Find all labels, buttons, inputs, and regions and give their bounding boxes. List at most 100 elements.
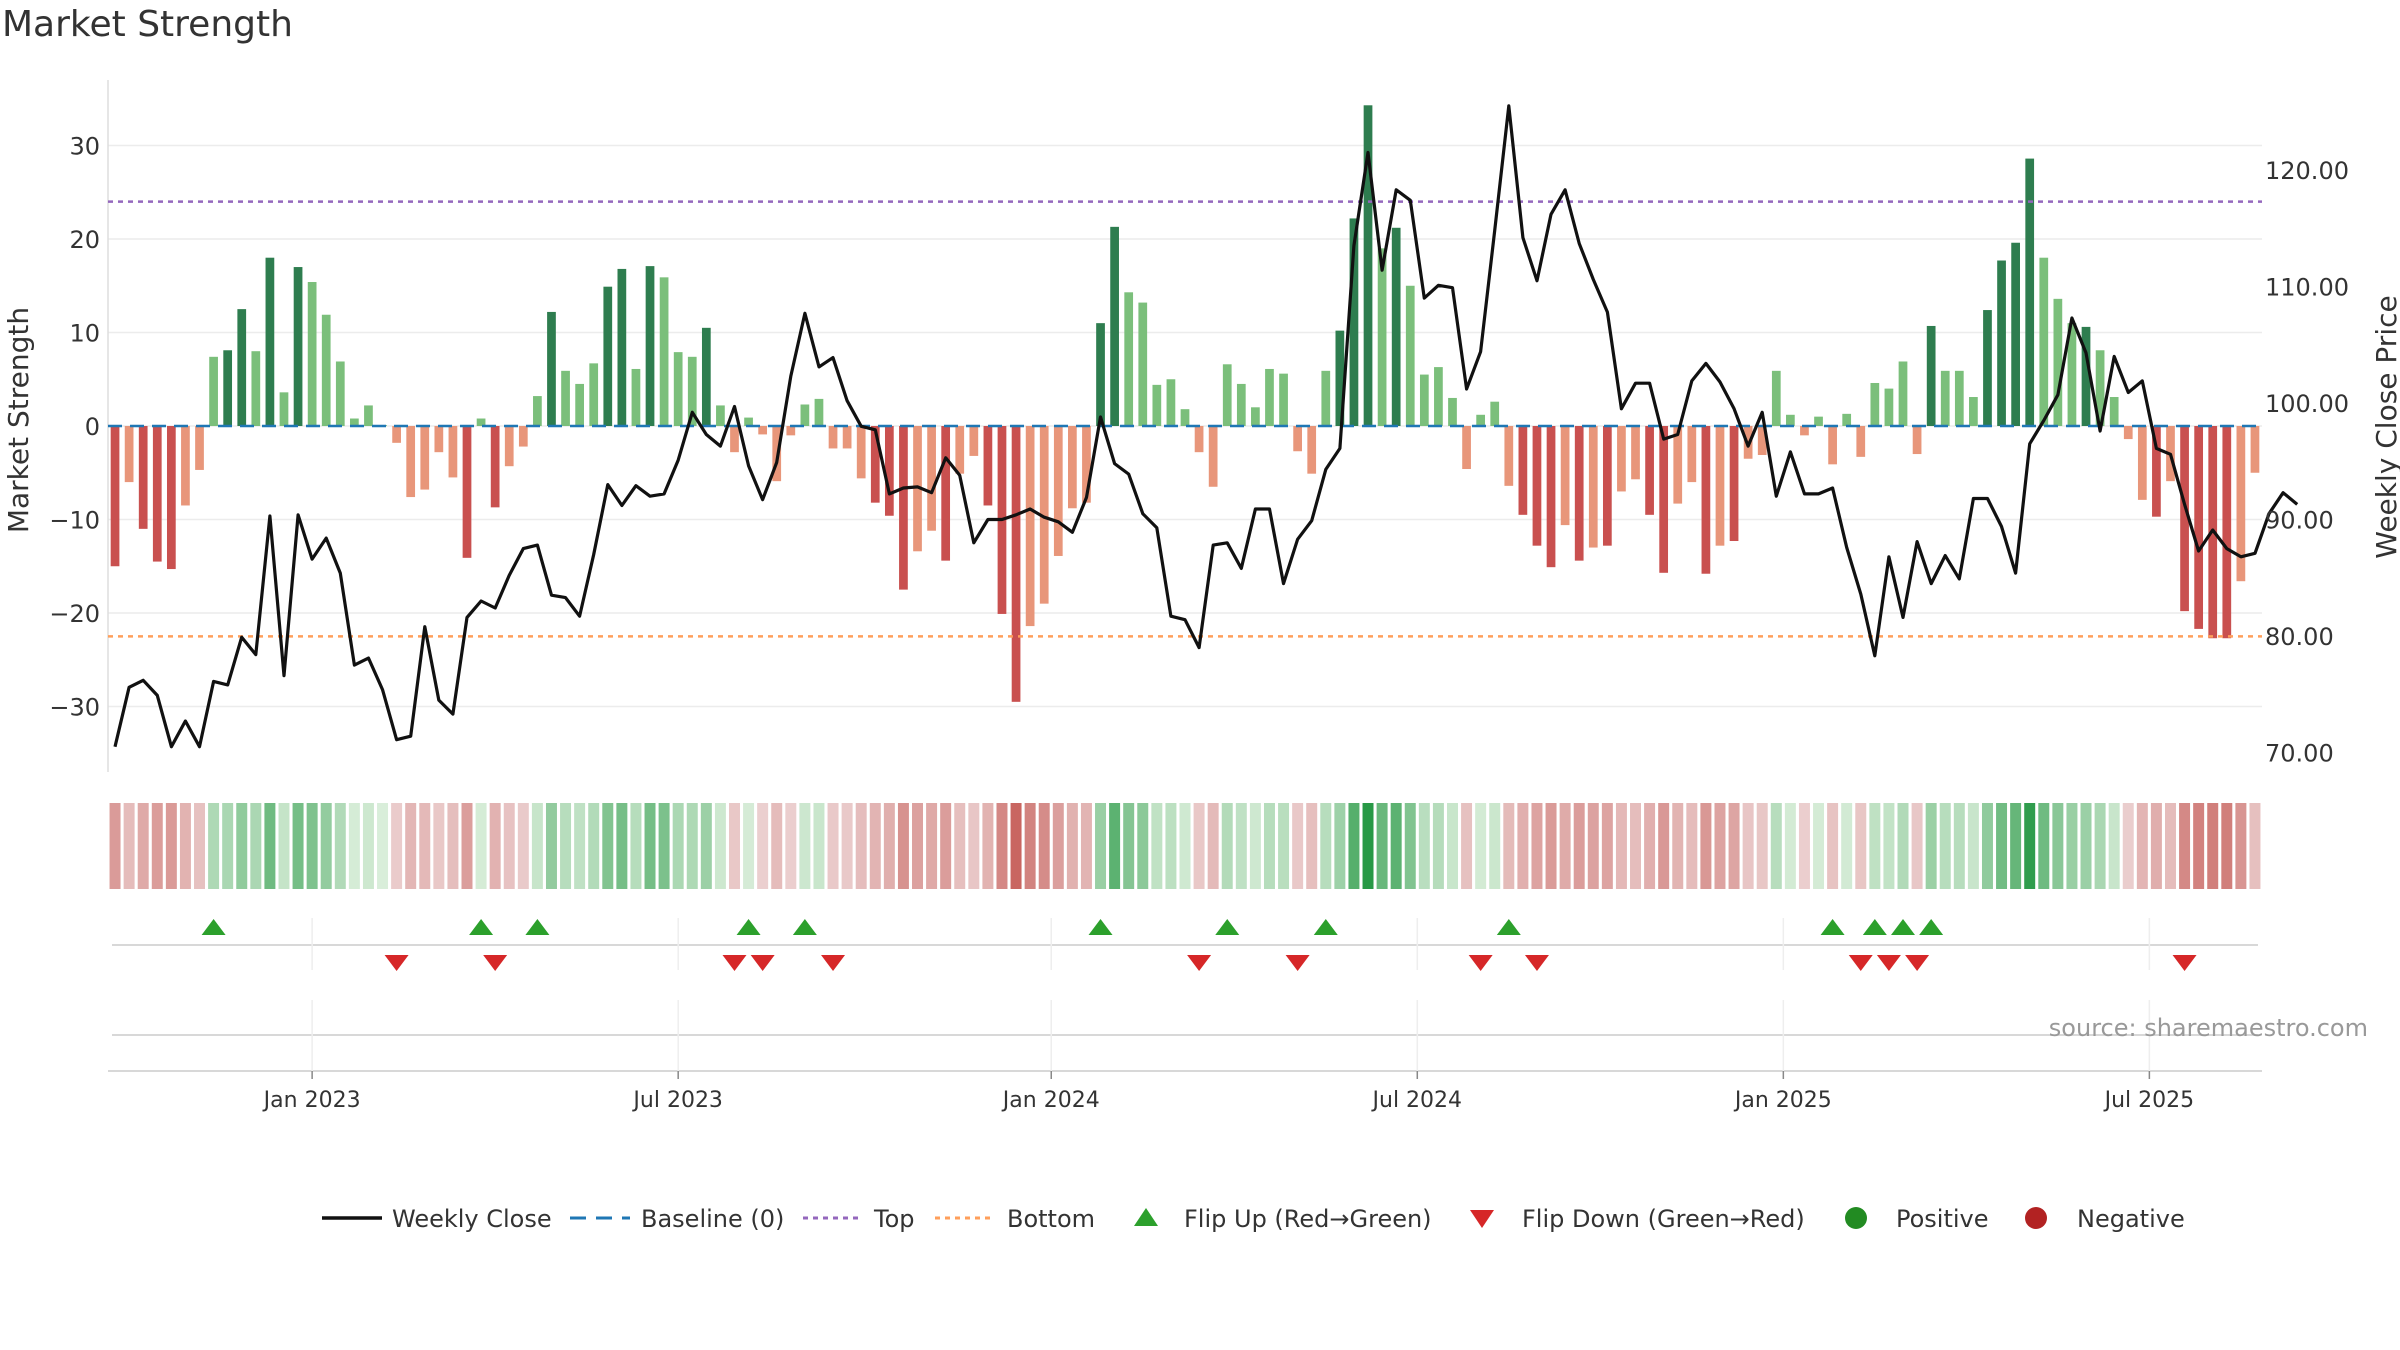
heat-cell xyxy=(222,803,234,889)
heat-cell xyxy=(2122,803,2134,889)
legend-top: Top xyxy=(803,1205,915,1233)
legend-flip-down: Flip Down (Green→Red) xyxy=(1470,1205,1805,1233)
heat-cell xyxy=(461,803,473,889)
strength-bar xyxy=(2236,426,2246,582)
strength-bar xyxy=(927,426,936,531)
legend-bottom: Bottom xyxy=(935,1205,1095,1233)
heat-cell xyxy=(1855,803,1867,889)
left-tick-label: −10 xyxy=(49,507,100,535)
strength-bar xyxy=(2081,326,2091,426)
heat-cell xyxy=(771,803,783,889)
strength-bar xyxy=(420,426,430,490)
strength-bar xyxy=(1321,370,1331,426)
heat-cell xyxy=(1615,803,1627,889)
heat-cell xyxy=(151,803,163,889)
strength-bar xyxy=(2067,323,2077,426)
heat-cell xyxy=(1320,803,1332,889)
flip-down-marker xyxy=(722,955,747,971)
flip-down-marker xyxy=(1187,955,1212,971)
strength-bar xyxy=(1926,325,1936,426)
strength-bar xyxy=(758,426,768,435)
strength-bar xyxy=(744,417,753,426)
heat-cell xyxy=(1235,803,1247,889)
heat-cell xyxy=(841,803,853,889)
right-tick-label: 110.00 xyxy=(2265,274,2349,302)
heat-cell xyxy=(1024,803,1036,889)
heat-cell xyxy=(630,803,642,889)
heat-cell xyxy=(1827,803,1839,889)
strength-bar xyxy=(181,426,190,506)
heat-cell xyxy=(1475,803,1487,889)
legend-label: Top xyxy=(873,1205,915,1233)
flip-down-marker xyxy=(821,955,846,971)
strength-bar xyxy=(1476,414,1486,426)
heat-cell xyxy=(1179,803,1191,889)
heat-cell xyxy=(785,803,797,889)
heat-cell xyxy=(926,803,938,889)
heat-cell xyxy=(2038,803,2050,889)
strength-bar xyxy=(251,351,261,426)
strength-bar xyxy=(1405,285,1415,426)
strength-bar xyxy=(1983,310,1992,426)
strength-bar xyxy=(561,370,570,426)
heat-cell xyxy=(1714,803,1726,889)
heat-cell xyxy=(799,803,811,889)
strength-bar xyxy=(955,426,965,474)
heat-cell xyxy=(644,803,656,889)
strength-bar xyxy=(1687,426,1697,483)
strength-bar xyxy=(1870,382,1880,426)
strength-bar xyxy=(1997,260,2006,426)
x-axis-ticks: Jan 2023 Jul 2023 Jan 2024 Jul 2024 Jan 2025… xyxy=(262,918,2194,1113)
heat-cell xyxy=(236,803,248,889)
heat-cell xyxy=(292,803,304,889)
heat-cell xyxy=(194,803,206,889)
heat-cell xyxy=(1461,803,1473,889)
strength-bar xyxy=(1448,397,1457,426)
strength-bar xyxy=(1490,401,1500,426)
heat-cell xyxy=(2249,803,2261,889)
heat-cell xyxy=(1686,803,1698,889)
strength-bar xyxy=(307,282,317,426)
right-tick-label: 80.00 xyxy=(2265,623,2334,651)
flip-down-marker xyxy=(2172,955,2197,971)
heat-cell xyxy=(658,803,670,889)
strength-bar xyxy=(2180,426,2189,612)
heat-cell xyxy=(334,803,346,889)
strength-bar xyxy=(1222,364,1232,426)
x-tick-label: Jul 2025 xyxy=(2103,1088,2195,1113)
strength-bar xyxy=(687,356,697,426)
heat-cell xyxy=(179,803,191,889)
strength-bar xyxy=(1349,218,1359,426)
flip-down-marker xyxy=(1876,955,1901,971)
heat-cell xyxy=(391,803,403,889)
heat-cell xyxy=(869,803,881,889)
heat-cell xyxy=(1531,803,1543,889)
strength-bar xyxy=(701,327,711,426)
strength-bar xyxy=(1814,416,1823,426)
strength-bar xyxy=(603,286,613,426)
strength-bar xyxy=(899,426,908,590)
heat-cell xyxy=(1925,803,1937,889)
heat-cell xyxy=(517,803,529,889)
flip-up-marker xyxy=(1215,919,1240,935)
heat-cell xyxy=(827,803,839,889)
heat-cell xyxy=(2164,803,2176,889)
strength-bar xyxy=(1363,105,1373,427)
flip-up-marker xyxy=(1891,919,1915,935)
heat-cell xyxy=(1897,803,1909,889)
strength-bar xyxy=(941,426,951,561)
heat-cell xyxy=(2108,803,2120,889)
heat-cell xyxy=(123,803,135,889)
strength-bar xyxy=(856,426,866,479)
strength-bar xyxy=(1265,368,1274,426)
heat-cell xyxy=(1489,803,1501,889)
legend-swatch xyxy=(1470,1210,1494,1228)
strength-bar xyxy=(1856,426,1866,457)
heat-cell xyxy=(2179,803,2191,889)
strength-bar xyxy=(2053,298,2063,426)
strength-bar xyxy=(1096,323,1105,426)
heat-cell xyxy=(1784,803,1796,889)
heat-cell xyxy=(1953,803,1965,889)
flip-down-marker xyxy=(1468,955,1493,971)
strength-bar xyxy=(814,398,824,426)
